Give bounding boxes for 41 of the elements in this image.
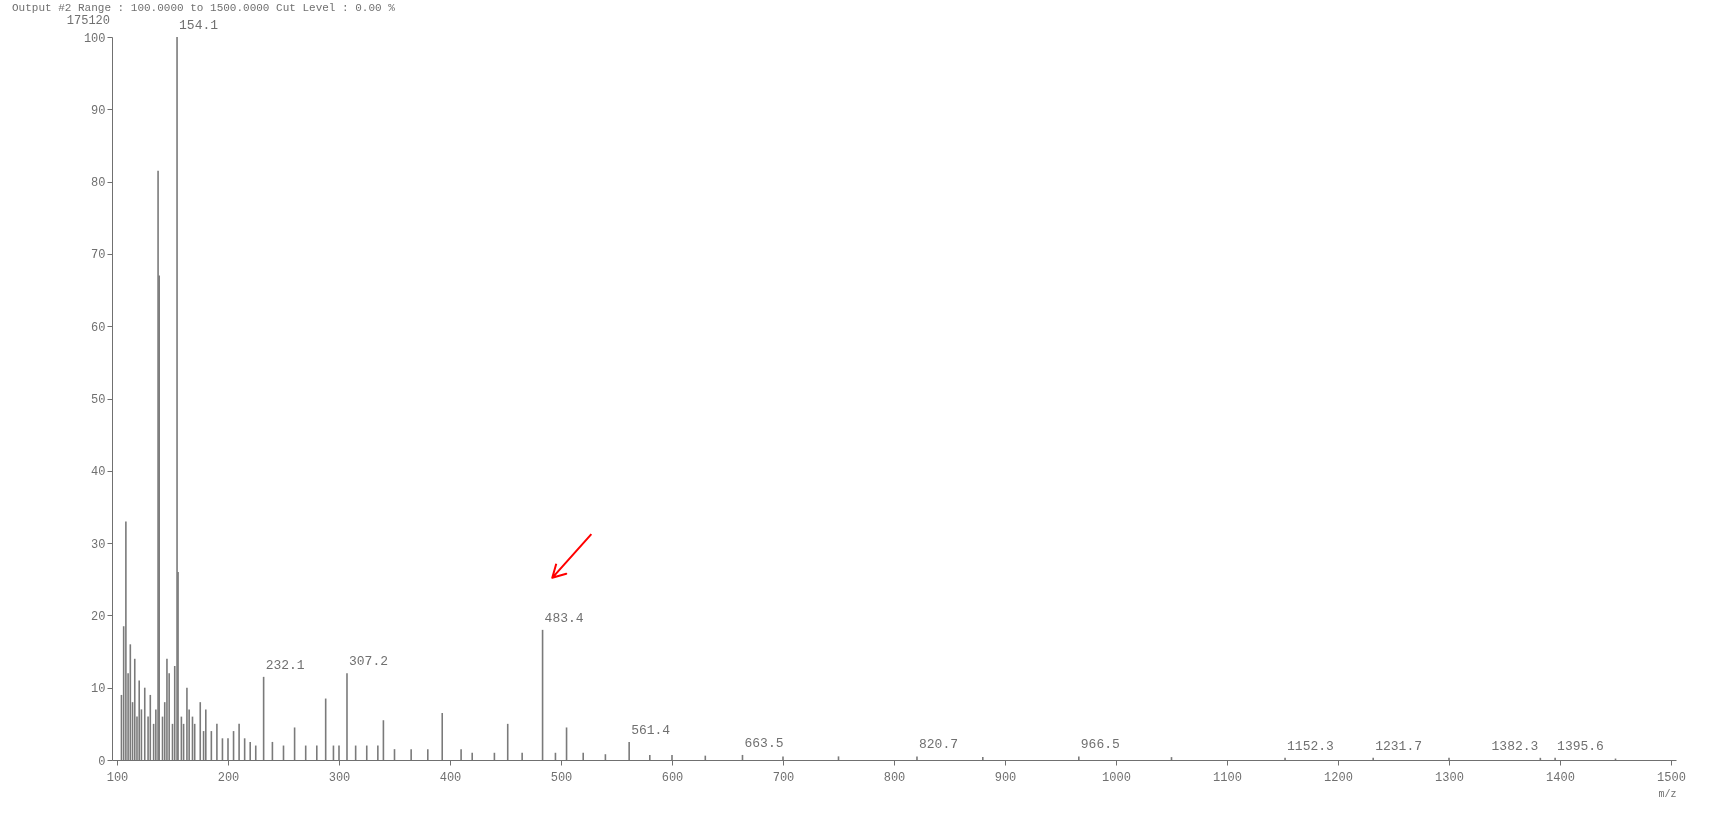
y-tick-label: 30	[91, 537, 106, 552]
x-axis-title: m/z	[1658, 788, 1677, 800]
text: Output #2 Range : 100.0000 to 1500.0000 Cut Level : 0.00 %	[12, 2, 396, 14]
y-tick-label: 70	[91, 248, 106, 263]
x-tick-label: 800	[883, 770, 906, 785]
annotation: 561.4	[631, 722, 671, 738]
x-tick-label: 1200	[1324, 770, 1353, 785]
annotation: 483.4	[544, 610, 584, 626]
y-tick-label: 100	[83, 31, 106, 46]
y-tick-label: 50	[91, 393, 106, 407]
annotation: 1231.7	[1375, 738, 1422, 754]
annotation: 307.2	[348, 654, 389, 670]
x-tick-label: 700	[772, 770, 795, 785]
x-tick-label: 300	[328, 770, 351, 785]
x-tick-label: 100	[106, 770, 129, 785]
annotation: 1152.3	[1287, 738, 1334, 754]
x-tick-label: 1000	[1102, 770, 1131, 785]
annotation: 663.5	[744, 735, 784, 751]
annotation: 1382.3	[1491, 738, 1539, 754]
x-tick-label: 1400	[1546, 770, 1575, 785]
x-tick-label: 600	[661, 770, 684, 785]
y-tick-label: 90	[91, 103, 106, 118]
y-tick-label: 10	[91, 682, 106, 697]
annotation: 232.1	[265, 657, 305, 673]
x-tick-label: 1300	[1435, 770, 1464, 785]
annotation: 966.5	[1080, 737, 1120, 753]
x-tick-label: 500	[550, 770, 573, 785]
x-tick-label: 900	[994, 770, 1017, 785]
x-tick-label: 200	[217, 770, 240, 785]
y-tick-label: 0	[98, 754, 106, 769]
x-tick-label: 1100	[1213, 770, 1242, 785]
annotation: 154.1	[179, 18, 219, 33]
x-tick-label: 400	[439, 770, 462, 785]
x-tick-label: 1500	[1657, 770, 1686, 785]
y-tick-label: 80	[91, 176, 106, 191]
y-tick-label: 20	[91, 609, 106, 624]
annotation: 820.7	[918, 737, 958, 753]
y-tick-label: 60	[91, 320, 106, 335]
annotation: 1395.6	[1557, 738, 1604, 754]
y-tick-label: 40	[91, 465, 106, 480]
text: 175120	[66, 14, 110, 28]
